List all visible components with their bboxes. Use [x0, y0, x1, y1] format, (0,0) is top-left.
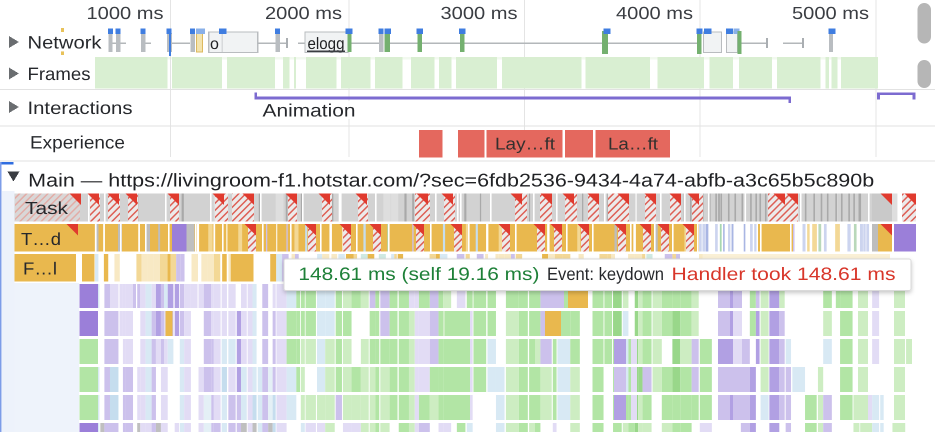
svg-text:Frames: Frames	[28, 64, 91, 84]
svg-text:Handler took 148.61 ms: Handler took 148.61 ms	[672, 264, 896, 284]
svg-text:Task: Task	[25, 198, 68, 218]
svg-text:Network: Network	[28, 33, 103, 53]
svg-text:5000 ms: 5000 ms	[792, 3, 869, 23]
svg-text:T…d: T…d	[21, 229, 61, 249]
svg-text:3000 ms: 3000 ms	[441, 3, 518, 23]
svg-text:F…l: F…l	[23, 259, 57, 279]
svg-text:4000 ms: 4000 ms	[616, 3, 693, 23]
svg-text:Main — https://livingroom-f1.h: Main — https://livingroom-f1.hotstar.com…	[28, 170, 874, 191]
svg-text:La…ft: La…ft	[608, 135, 658, 154]
svg-text:1000 ms: 1000 ms	[87, 3, 164, 23]
svg-text:o: o	[210, 36, 219, 53]
svg-text:Lay…ft: Lay…ft	[495, 135, 555, 154]
svg-text:elogg: elogg	[308, 35, 345, 53]
svg-text:2000 ms: 2000 ms	[265, 3, 342, 23]
svg-text:Experience: Experience	[30, 133, 125, 153]
svg-text:148.61 ms (self 19.16 ms): 148.61 ms (self 19.16 ms)	[298, 264, 539, 284]
svg-text:Animation: Animation	[263, 101, 356, 121]
svg-text:Event: keydown: Event: keydown	[547, 264, 664, 284]
svg-text:Interactions: Interactions	[28, 98, 133, 118]
